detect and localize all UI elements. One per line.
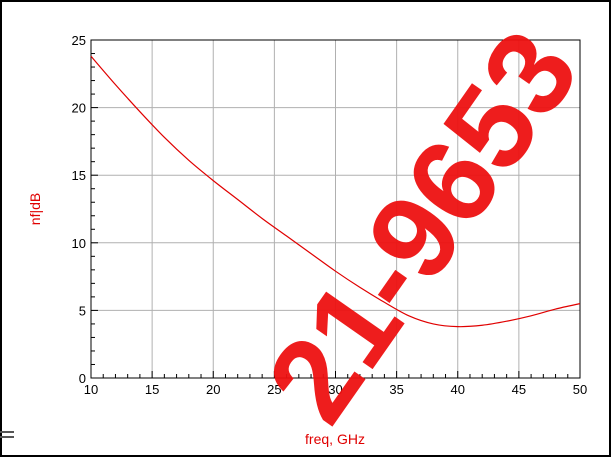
y-tick-labels: 0 5 10 15 20 25	[72, 33, 86, 386]
axis-ticks	[90, 39, 581, 379]
x-tick-label: 30	[328, 382, 342, 397]
y-tick-label: 5	[79, 303, 86, 318]
x-tick-label: 45	[512, 382, 526, 397]
y-tick-label: 0	[79, 371, 86, 386]
y-tick-label: 20	[72, 101, 86, 116]
x-tick-label: 20	[206, 382, 220, 397]
y-tick-label: 25	[72, 33, 86, 48]
x-tick-labels: 10 15 20 25 30 35 40 45 50	[84, 382, 587, 397]
series-group	[90, 55, 581, 328]
y-tick-label: 15	[72, 168, 86, 183]
y-axis-label: nf|dB	[27, 193, 43, 225]
x-axis-label: freq, GHz	[305, 431, 365, 447]
x-tick-label: 35	[389, 382, 403, 397]
x-tick-label: 40	[451, 382, 465, 397]
x-tick-label: 50	[573, 382, 587, 397]
x-tick-label: 15	[145, 382, 159, 397]
x-tick-label: 10	[84, 382, 98, 397]
x-tick-label: 25	[267, 382, 281, 397]
watermark: 21-9653	[242, 7, 604, 445]
grid-lines	[91, 40, 580, 378]
watermark-text: 21-9653	[242, 7, 604, 445]
y-tick-label: 10	[72, 236, 86, 251]
